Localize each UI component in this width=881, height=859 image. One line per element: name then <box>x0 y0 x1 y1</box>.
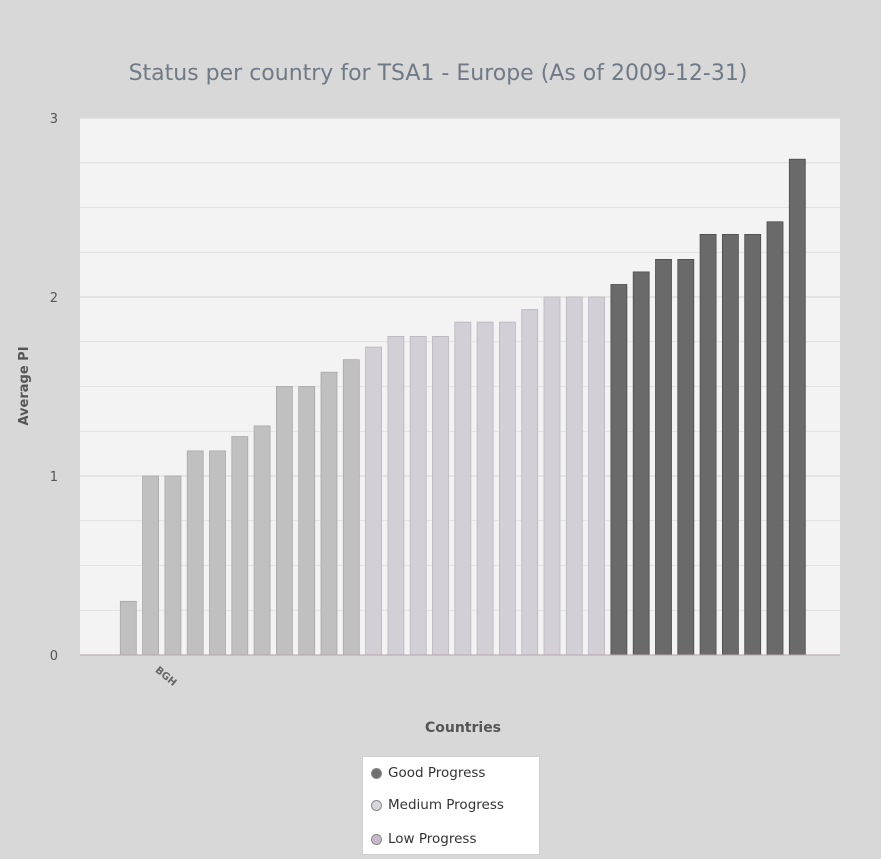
y-tick-label: 0 <box>50 649 58 664</box>
bar-good[interactable] <box>788 158 806 656</box>
bar-good[interactable] <box>744 233 762 656</box>
chart-title: Status per country for TSA1 - Europe (As… <box>129 61 748 86</box>
bar-good[interactable] <box>632 271 650 656</box>
bar-medium[interactable] <box>454 321 472 656</box>
bar-good[interactable] <box>699 233 717 656</box>
bar-low[interactable] <box>164 475 182 656</box>
bar-low[interactable] <box>186 450 204 656</box>
bar-low[interactable] <box>142 475 160 656</box>
bar-good[interactable] <box>655 258 672 656</box>
legend-swatch-low <box>371 833 382 845</box>
bars <box>119 158 806 656</box>
bar-good[interactable] <box>610 284 628 656</box>
bar-medium[interactable] <box>432 335 449 656</box>
legend-item-medium[interactable]: Medium Progress <box>371 795 504 815</box>
y-tick-label: 1 <box>50 470 58 485</box>
y-tick-label: 2 <box>50 291 58 306</box>
legend-label-low: Low Progress <box>388 831 477 847</box>
bar-medium[interactable] <box>387 335 405 656</box>
bar-low[interactable] <box>320 371 338 656</box>
bar-low[interactable] <box>342 359 360 656</box>
y-axis-label: Average PI <box>17 346 32 425</box>
bar-low[interactable] <box>231 436 249 656</box>
bar-low[interactable] <box>119 600 137 656</box>
bar-medium[interactable] <box>588 296 605 656</box>
legend-swatch-medium <box>371 799 382 811</box>
legend-label-medium: Medium Progress <box>388 797 504 813</box>
bar-medium[interactable] <box>565 296 583 656</box>
bar-medium[interactable] <box>543 296 561 656</box>
bar-medium[interactable] <box>365 346 383 656</box>
legend-label-good: Good Progress <box>388 765 486 781</box>
bar-medium[interactable] <box>498 321 516 656</box>
bar-good[interactable] <box>677 258 695 656</box>
bar-medium[interactable] <box>521 309 539 656</box>
bar-good[interactable] <box>722 233 739 656</box>
x-axis-label: Countries <box>425 720 501 736</box>
bar-medium[interactable] <box>476 321 494 656</box>
y-axis-ticks: 0 1 2 3 <box>50 112 58 664</box>
bar-low[interactable] <box>253 425 271 656</box>
bar-low[interactable] <box>209 450 226 656</box>
y-tick-label: 3 <box>50 112 58 127</box>
legend-item-good[interactable]: Good Progress <box>371 763 485 783</box>
bar-low[interactable] <box>298 386 316 656</box>
legend-item-low[interactable]: Low Progress <box>371 829 477 849</box>
bar-low[interactable] <box>275 386 293 656</box>
legend-swatch-good <box>371 767 382 779</box>
legend: Good Progress Medium Progress Low Progre… <box>362 756 540 855</box>
bar-medium[interactable] <box>409 335 427 656</box>
bar-good[interactable] <box>766 221 784 656</box>
